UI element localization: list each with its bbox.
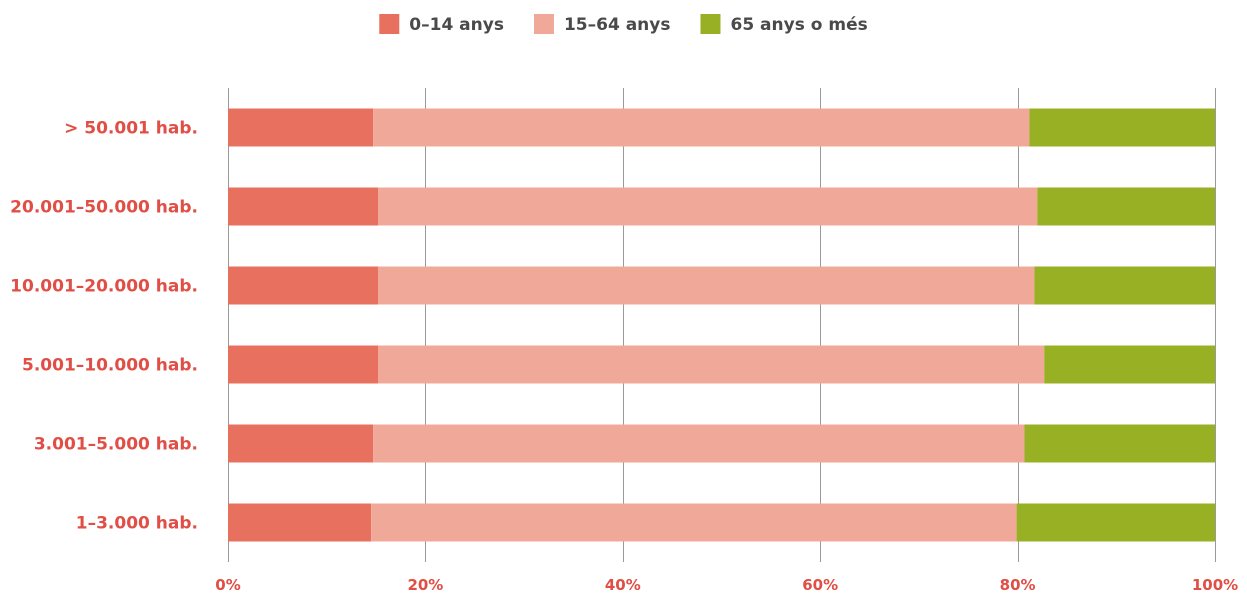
x-tick-label: 20% [407,576,443,594]
bar-segment-1-row-5 [228,424,374,463]
bars [228,108,1215,542]
bar-segment-1-row-6 [228,503,372,542]
category-label: 10.001–20.000 hab. [10,277,198,297]
legend-item-3: 65 anys o més [700,14,868,35]
x-axis-tick-labels: 0% 20% 40% 60% 80% 100% [215,576,1238,594]
bar-segment-1-row-2 [228,187,379,226]
bar-segment-2-row-5 [373,424,1025,463]
bar-segment-1-row-4 [228,345,379,384]
legend-swatch [379,14,400,34]
bar-segment-2-row-1 [373,108,1030,147]
legend-label: 0–14 anys [409,15,504,35]
x-tick-label: 40% [605,576,641,594]
bar-segment-3-row-2 [1037,187,1215,226]
legend-swatch [533,14,554,34]
category-label: 5.001–10.000 hab. [22,356,198,376]
x-tick-label: 100% [1192,576,1238,594]
bar-segment-2-row-4 [378,345,1045,384]
legend-label: 15–64 anys [564,15,671,35]
bar-segment-2-row-6 [371,503,1017,542]
category-label: 3.001–5.000 hab. [34,435,198,455]
category-label: > 50.001 hab. [64,119,198,139]
bar-segment-3-row-3 [1034,266,1215,305]
legend-item-1: 0–14 anys [379,14,504,35]
x-tick-label: 60% [802,576,838,594]
bar-segment-2-row-2 [378,187,1038,226]
bar-segment-1-row-3 [228,266,379,305]
category-label: 20.001–50.000 hab. [10,198,198,218]
bar-segment-2-row-3 [378,266,1035,305]
legend-swatch [700,14,721,34]
bar-segment-1-row-1 [228,108,374,147]
category-labels: > 50.001 hab. 20.001–50.000 hab. 10.001–20… [10,119,198,534]
x-tick-label: 0% [215,576,240,594]
bar-segment-3-row-5 [1024,424,1215,463]
x-tick-label: 80% [1000,576,1036,594]
legend-label: 65 anys o més [730,15,867,35]
grid-lines [228,88,1216,562]
bar-segment-3-row-6 [1016,503,1215,542]
bar-segment-3-row-4 [1044,345,1215,384]
legend-item-2: 15–64 anys [533,14,671,35]
category-label: 1–3.000 hab. [76,514,198,534]
bar-segment-3-row-1 [1029,108,1215,147]
legend: 0–14 anys 15–64 anys 65 anys o més [379,14,868,35]
